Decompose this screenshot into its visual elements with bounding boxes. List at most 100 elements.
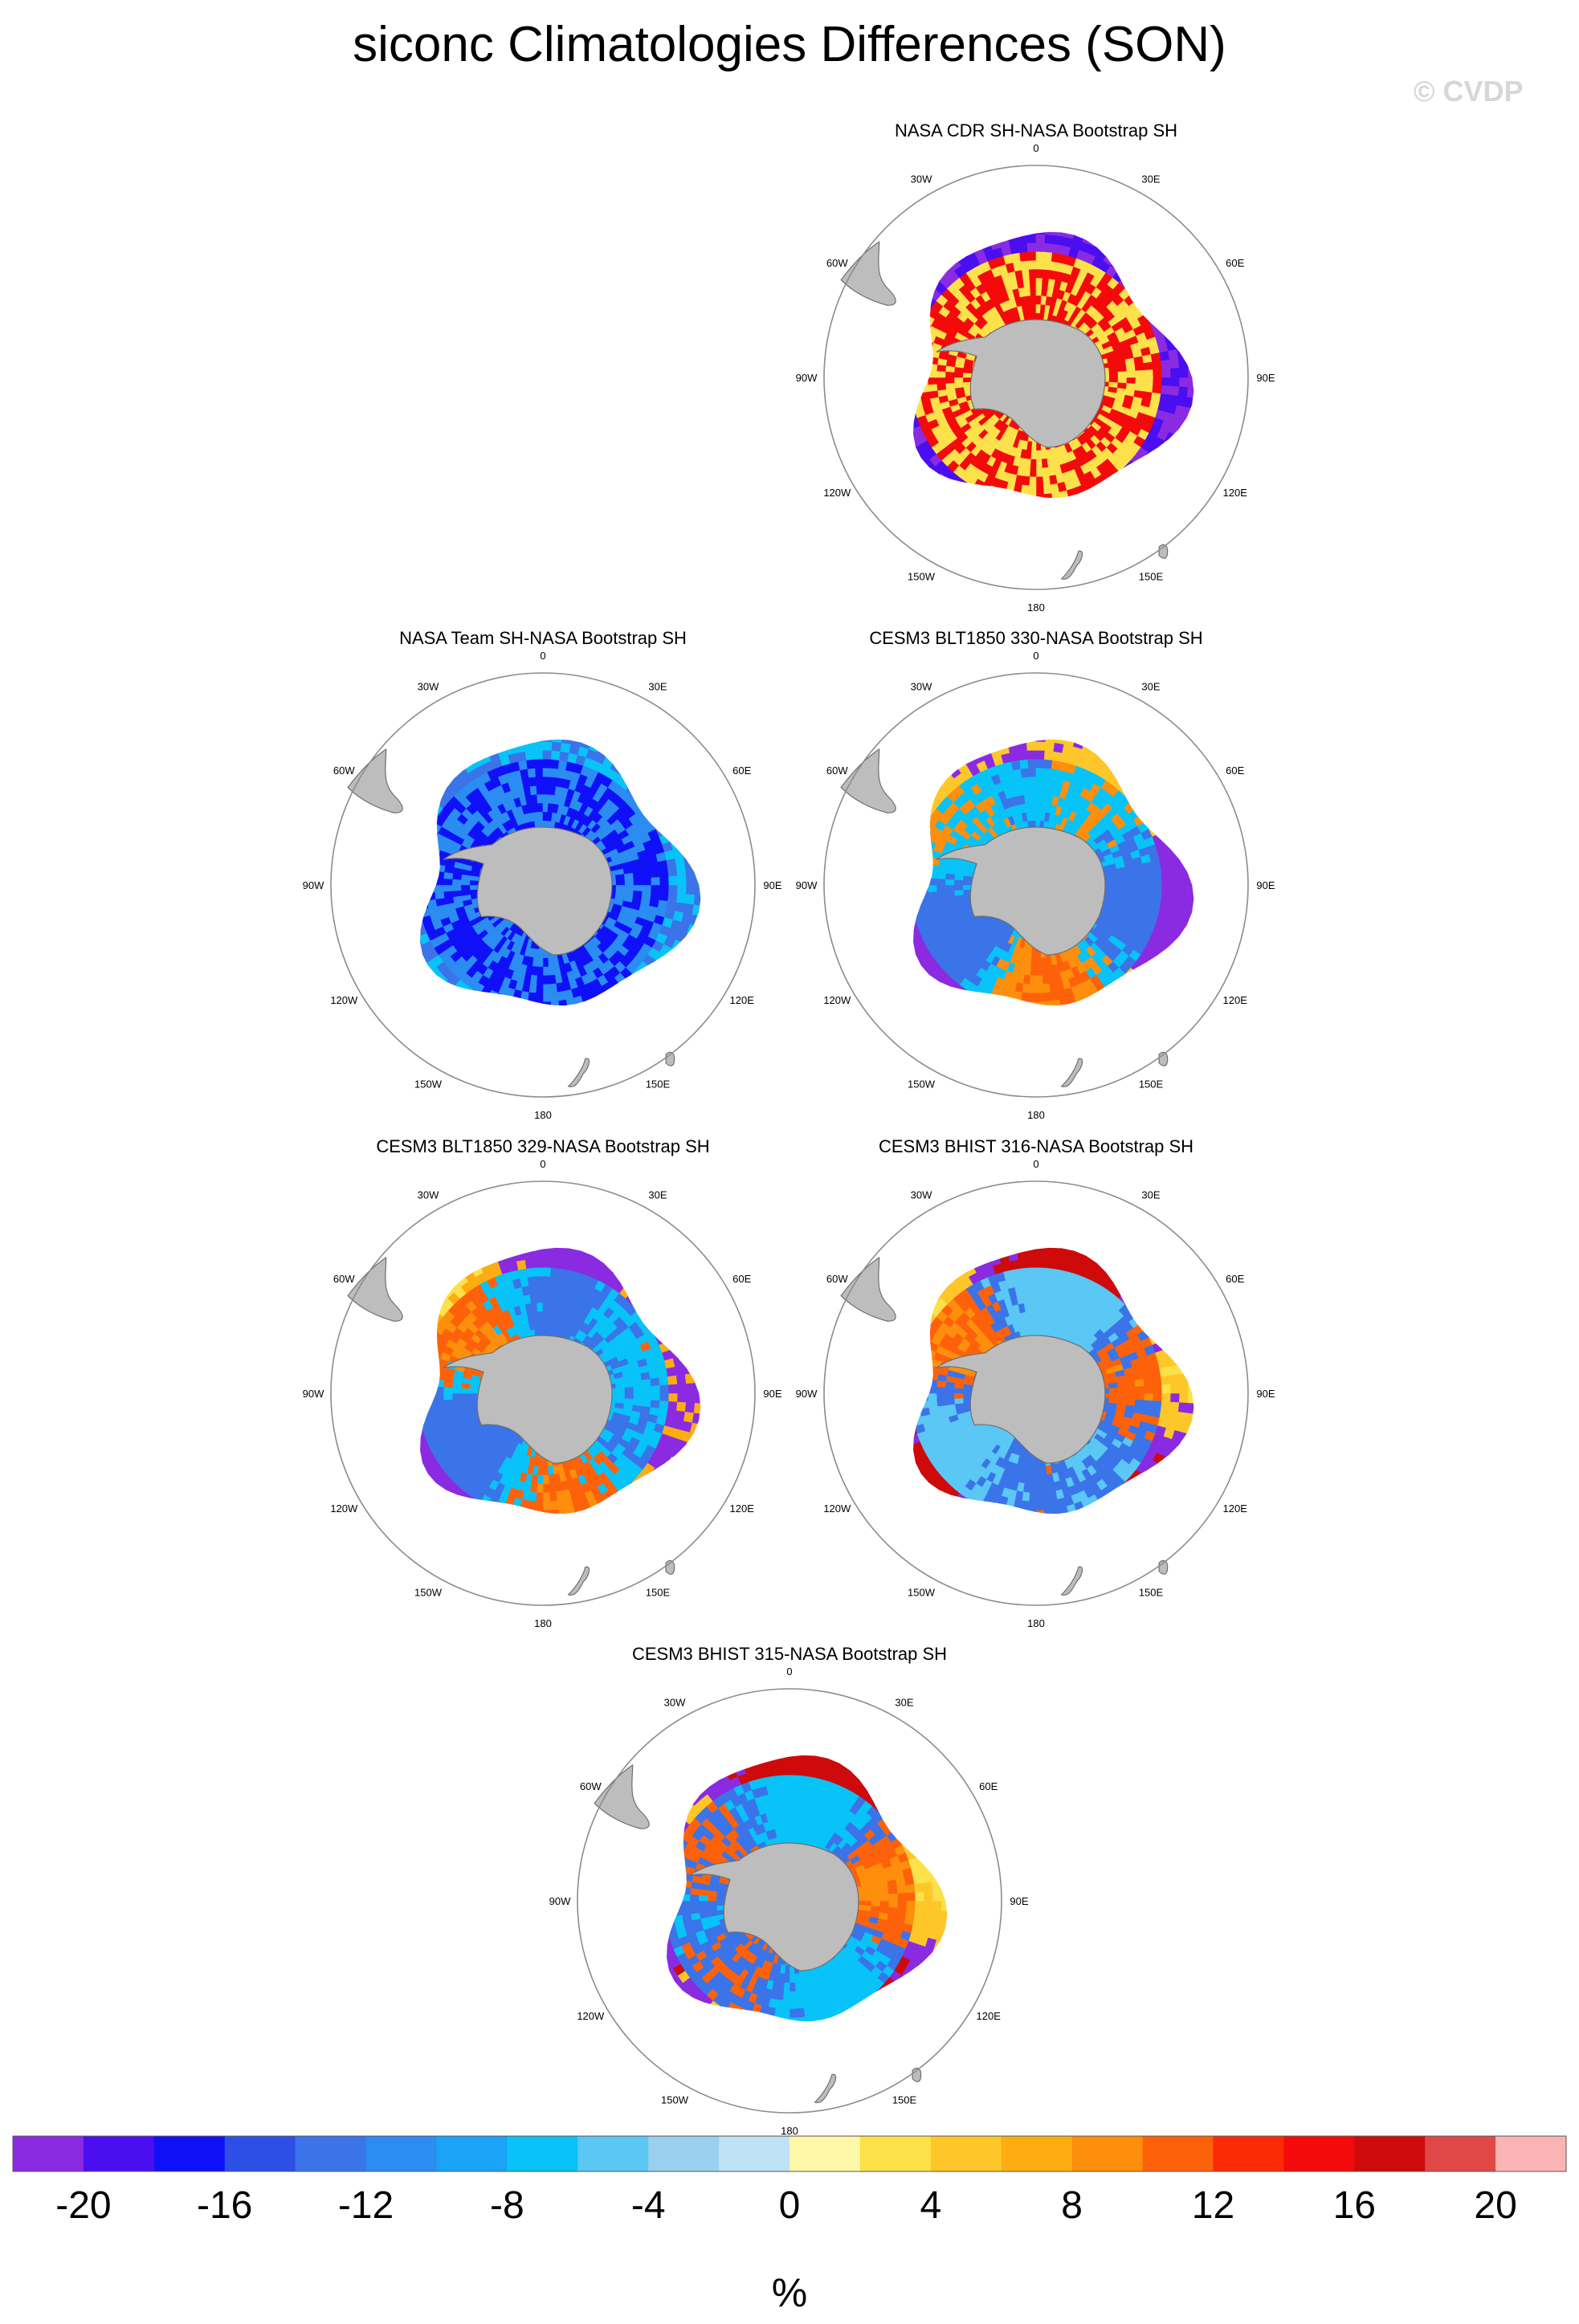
colorbar: -20 -16 -12 -8 -4 0 4 8 12 16 20% [12,2135,1567,2315]
lon-label: 150E [1139,571,1164,583]
colorbar-swatch [930,2136,1002,2171]
lon-label: 0 [1033,1158,1038,1170]
lon-label: 180 [1027,601,1045,614]
colorbar-swatch [1213,2136,1284,2171]
colorbar-swatch [1001,2136,1073,2171]
lon-label: 180 [534,1109,552,1121]
map-frame [577,1688,1002,2114]
lon-label: 150E [646,1587,671,1599]
colorbar-tick-label: 4 [920,2184,941,2227]
map-frame [823,165,1249,590]
lon-label: 60W [826,764,848,777]
lon-label: 0 [540,1158,545,1170]
lon-label: 60W [826,257,848,269]
lon-label: 90E [763,1388,781,1400]
lon-label: 90W [796,1388,818,1400]
lon-label: 120W [330,994,358,1006]
lon-label: 90W [303,879,324,891]
colorbar-swatch [436,2136,508,2171]
colorbar-swatch [1425,2136,1496,2171]
lon-label: 30E [1141,1189,1160,1201]
cvdp-watermark: © CVDP [1414,75,1524,108]
map-panel-5: CESM3 BHIST 316-NASA Bootstrap SH 0 30E 60E… [796,1136,1275,1629]
lon-label: 60E [732,764,751,777]
lon-label: 0 [1033,142,1038,154]
lon-label: 30E [1141,173,1160,185]
map-frame [823,1180,1249,1606]
colorbar-tick-label: 12 [1192,2184,1234,2227]
lon-label: 120E [1223,487,1248,499]
map-panel-4: CESM3 BLT1850 329-NASA Bootstrap SH 0 30E 6… [303,1136,782,1629]
lon-label: 0 [1033,650,1038,662]
lon-label: 30W [664,1696,686,1708]
lon-label: 90W [549,1895,571,1907]
lon-label: 150W [661,2094,689,2106]
colorbar-swatch [719,2136,790,2171]
panel-title-6: CESM3 BHIST 315-NASA Bootstrap SH [632,1644,947,1664]
map-frame [330,1180,756,1606]
lon-label: 30W [911,680,932,692]
lon-label: 30E [1141,680,1160,692]
lon-label: 120E [730,994,755,1006]
lon-label: 60W [333,1273,355,1285]
panel-title-3: CESM3 BLT1850 330-NASA Bootstrap SH [869,628,1202,648]
colorbar-swatch [1354,2136,1426,2171]
colorbar-tick-label: 8 [1061,2184,1083,2227]
colorbar-swatch [83,2136,155,2171]
colorbar-swatch [859,2136,932,2171]
colorbar-swatch [1071,2136,1143,2171]
lon-label: 180 [1027,1109,1045,1121]
colorbar-swatch [1142,2136,1214,2171]
panel-title-2: NASA Team SH-NASA Bootstrap SH [399,628,687,648]
colorbar-frame [12,2135,1567,2172]
lon-label: 60W [333,764,355,777]
lon-label: 90W [796,879,818,891]
lon-label: 90E [1256,879,1275,891]
lon-label: 60E [979,1780,998,1792]
lon-label: 120E [730,1502,755,1515]
lon-label: 180 [781,2125,798,2137]
lon-label: 120W [330,1502,358,1515]
lon-label: 120W [823,994,851,1006]
colorbar-swatch [153,2136,226,2171]
lon-label: 60W [580,1780,602,1792]
lon-label: 30W [418,1189,439,1201]
colorbar-swatch [790,2136,861,2171]
colorbar-tick-label: -12 [338,2184,394,2227]
lon-label: 60E [1226,1273,1244,1285]
lon-label: 60E [1226,764,1244,777]
colorbar-swatch [365,2136,437,2171]
lon-label: 0 [786,1666,792,1678]
lon-label: 90E [1256,1388,1275,1400]
lon-label: 60E [732,1273,751,1285]
colorbar-swatch [1495,2136,1567,2171]
lon-label: 150E [1139,1078,1164,1091]
lon-label: 90W [796,372,818,384]
colorbar-tick-label: -8 [490,2184,524,2227]
lon-label: 120W [823,1502,851,1515]
lon-label: 30W [911,1189,932,1201]
lon-label: 120E [1223,1502,1248,1515]
panel-title-4: CESM3 BLT1850 329-NASA Bootstrap SH [376,1136,709,1156]
lon-label: 180 [1027,1617,1045,1629]
colorbar-swatch [1283,2136,1355,2171]
map-panel-3: CESM3 BLT1850 330-NASA Bootstrap SH 0 30E 6… [796,628,1275,1121]
map-panel-2: NASA Team SH-NASA Bootstrap SH 0 30E 60E 90E… [303,628,782,1121]
colorbar-tick-label: 0 [779,2184,801,2227]
map-panel-1: NASA CDR SH-NASA Bootstrap SH0 30E 60E 90E 1… [796,120,1275,614]
figure-title: siconc Climatologies Differences (SON) [353,17,1226,72]
colorbar-tick-label: -16 [197,2184,252,2227]
lon-label: 120E [977,2010,1002,2022]
lon-label: 90W [303,1388,324,1400]
lon-label: 150E [646,1078,671,1091]
lon-label: 30W [418,680,439,692]
colorbar-swatch [507,2136,578,2171]
lon-label: 60W [826,1273,848,1285]
lon-label: 150W [414,1587,443,1599]
lon-label: 150W [908,571,936,583]
colorbar-units: % [772,2270,807,2315]
colorbar-swatch [648,2136,720,2171]
lon-label: 90E [1010,1895,1028,1907]
lon-label: 180 [534,1617,552,1629]
